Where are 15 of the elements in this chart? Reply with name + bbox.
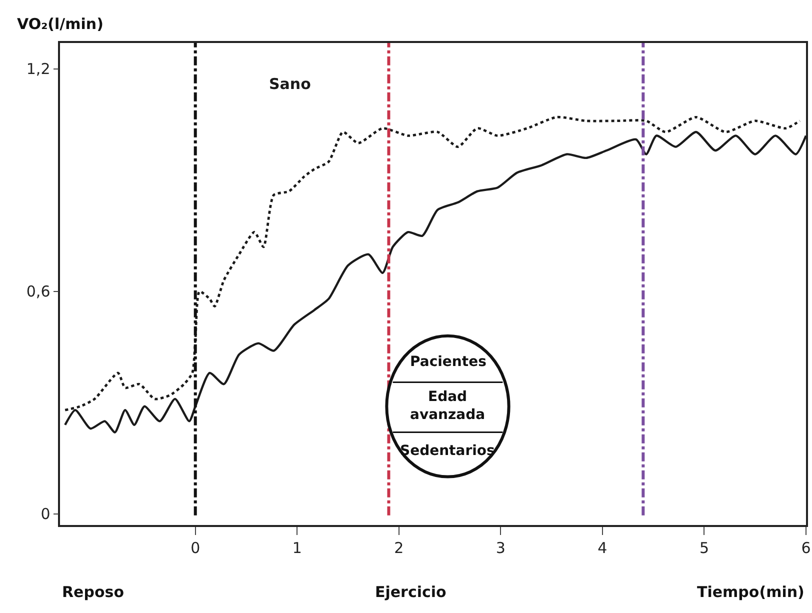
text: Sano [269,75,311,93]
x-tick-label: 4 [598,538,608,557]
y-tick-label: 0 [40,505,50,524]
x-tick-label: 1 [292,538,302,557]
x-tick-label: 5 [699,538,710,557]
y-axis-title: VO₂(l/min) [17,15,104,33]
x-tick-label: 2 [394,538,404,557]
text: Reposo [62,583,124,601]
x-tick-label: 6 [801,538,811,557]
y-tick-label: 1,2 [26,60,50,78]
x-axis-title: Tiempo(min) [697,583,804,601]
y-tick-label: 0,6 [26,282,50,301]
x-tick-label: 3 [496,538,506,557]
text: Ejercicio [375,583,446,601]
x-tick-label: 0 [190,538,200,557]
